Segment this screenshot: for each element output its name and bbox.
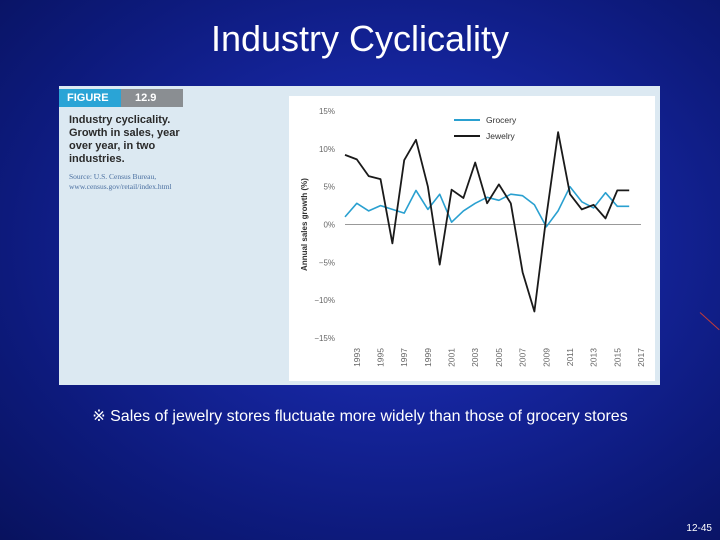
decorative-line — [699, 312, 720, 331]
x-tick-label: 1997 — [399, 348, 409, 367]
x-tick-label: 2005 — [494, 348, 504, 367]
x-tick-label: 2007 — [518, 348, 528, 367]
x-tick-label: 2001 — [447, 348, 457, 367]
series-line-grocery — [344, 185, 630, 228]
y-tick-label: 15% — [319, 107, 335, 116]
legend-label: Jewelry — [486, 131, 516, 141]
figure-tag: FIGURE — [59, 89, 121, 107]
chart-area: 15% 10% 5% 0% −5% −10% −15% 1993 1995 1997 1999 200… — [289, 96, 655, 381]
page-number: 12-45 — [686, 523, 712, 534]
y-tick-label: 5% — [323, 183, 335, 192]
slide-title: Industry Cyclicality — [210, 18, 510, 59]
y-tick-label: 10% — [319, 145, 335, 154]
note-text: ※ Sales of jewelry stores fluctuate more… — [92, 408, 628, 425]
figure-number: 12.9 — [121, 89, 183, 107]
y-tick-label: −5% — [319, 258, 335, 267]
y-tick-label: 0% — [323, 221, 335, 230]
x-tick-label: 1999 — [423, 348, 433, 367]
x-tick-label: 2017 — [636, 348, 646, 367]
figure-header: FIGURE 12.9 — [59, 89, 183, 107]
x-tick-label: 2013 — [589, 348, 599, 367]
series-line-jewelry — [344, 131, 630, 313]
line-chart: 15% 10% 5% 0% −5% −10% −15% 1993 1995 1997 1999 200… — [300, 107, 646, 367]
figure-caption: Industry cyclicality. Growth in sales, y… — [69, 114, 180, 165]
y-tick-label: −15% — [314, 334, 335, 343]
figure-source: Source: U.S. Census Bureau, www.census.g… — [69, 172, 172, 191]
x-tick-label: 1993 — [352, 348, 362, 367]
x-tick-label: 2003 — [470, 348, 480, 367]
x-tick-label: 2015 — [612, 348, 622, 367]
legend-label: Grocery — [486, 115, 517, 125]
x-tick-label: 2009 — [541, 348, 551, 367]
y-axis-label: Annual sales growth (%) — [300, 178, 309, 271]
x-tick-label: 1995 — [376, 348, 386, 367]
y-tick-label: −10% — [314, 296, 335, 305]
x-tick-label: 2011 — [565, 348, 575, 367]
